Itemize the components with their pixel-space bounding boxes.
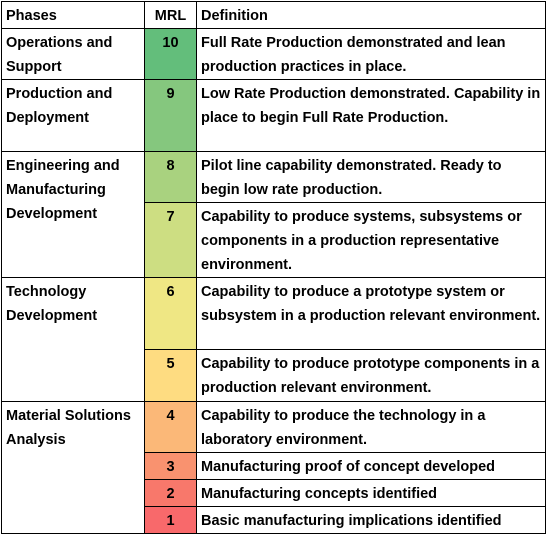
mrl-level-cell: 3 bbox=[144, 452, 197, 480]
table-row: Material Solutions Analysis 4 Capability… bbox=[1, 401, 546, 534]
table-row: Production and Deployment 9 Low Rate Pro… bbox=[1, 79, 546, 152]
mrl-level-cell: 1 bbox=[144, 506, 197, 534]
definition-cell: Manufacturing proof of concept developed bbox=[196, 452, 546, 480]
table-row: 2 Manufacturing concepts identified bbox=[2, 479, 546, 507]
mrl-level-cell: 5 bbox=[144, 349, 197, 402]
table-row: 5 Capability to produce prototype compon… bbox=[2, 349, 546, 402]
mrl-level-cell: 6 bbox=[144, 277, 197, 350]
definition-cell: Basic manufacturing implications identif… bbox=[196, 506, 546, 534]
definition-cell: Manufacturing concepts identified bbox=[196, 479, 546, 507]
mrl-level-cell: 2 bbox=[144, 479, 197, 507]
phase-cell: Engineering and Manufacturing Developmen… bbox=[1, 151, 145, 278]
definition-cell: Full Rate Production demonstrated and le… bbox=[196, 28, 546, 80]
header-definition: Definition bbox=[196, 1, 546, 29]
table-row: Engineering and Manufacturing Developmen… bbox=[1, 151, 546, 278]
definition-cell: Capability to produce prototype componen… bbox=[196, 349, 546, 402]
table-row: Technology Development 6 Capability to p… bbox=[1, 277, 546, 402]
header-row: Phases MRL Definition bbox=[1, 1, 546, 29]
mrl-level-cell: 9 bbox=[144, 79, 197, 152]
mrl-level-cell: 7 bbox=[144, 202, 197, 278]
header-phases: Phases bbox=[1, 1, 145, 29]
phase-cell: Production and Deployment bbox=[1, 79, 145, 152]
definition-cell: Capability to produce the technology in … bbox=[196, 401, 546, 453]
definition-cell: Capability to produce systems, subsystem… bbox=[196, 202, 546, 278]
phase-cell: Material Solutions Analysis bbox=[1, 401, 145, 534]
mrl-level-cell: 8 bbox=[144, 151, 197, 203]
definition-cell: Pilot line capability demonstrated. Read… bbox=[196, 151, 546, 203]
definition-cell: Low Rate Production demonstrated. Capabi… bbox=[196, 79, 546, 152]
phase-cell: Operations and Support bbox=[1, 28, 145, 80]
table-row: Operations and Support 10 Full Rate Prod… bbox=[1, 28, 546, 80]
table-row: 7 Capability to produce systems, subsyst… bbox=[2, 202, 546, 278]
header-mrl: MRL bbox=[144, 1, 197, 29]
mrl-level-cell: 10 bbox=[144, 28, 197, 80]
phase-cell: Technology Development bbox=[1, 277, 145, 402]
definition-cell: Capability to produce a prototype system… bbox=[196, 277, 546, 350]
mrl-level-cell: 4 bbox=[144, 401, 197, 453]
